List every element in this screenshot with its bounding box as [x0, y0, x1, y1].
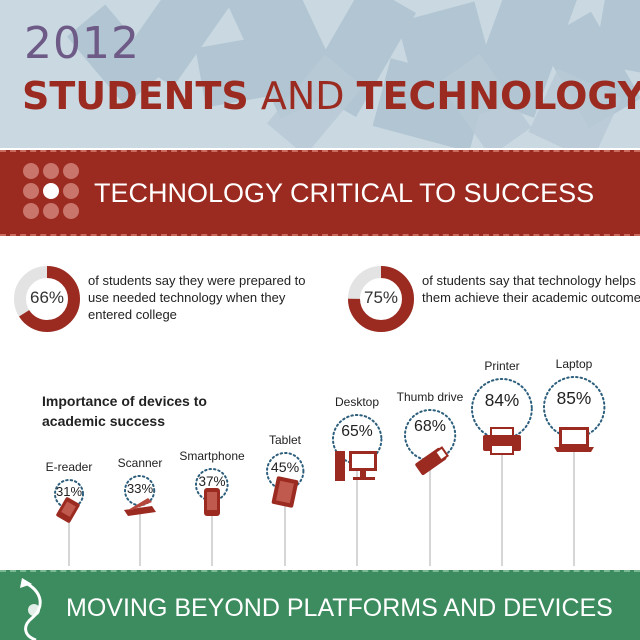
device-percent: 37% — [198, 473, 226, 489]
device-stick — [356, 463, 358, 566]
stat-achieve: 75% of students say that technology help… — [346, 264, 640, 336]
device-percent: 31% — [55, 484, 83, 500]
donut-chart-achieve — [348, 266, 414, 332]
device-label: Thumb drive — [396, 389, 464, 404]
device-percent: 45% — [270, 458, 300, 475]
smartphone-icon — [202, 486, 222, 523]
device-stick — [501, 439, 503, 566]
device-stick — [211, 500, 213, 566]
device-stick — [573, 437, 575, 566]
laptop-icon — [553, 425, 595, 458]
scanner-icon — [122, 494, 158, 525]
stat-percent: 75% — [363, 288, 399, 307]
device-stick — [68, 508, 70, 566]
main-title: STUDENTS AND TECHNOLOGY — [22, 74, 640, 118]
stat-description: of students say that technology helps th… — [422, 273, 640, 305]
section-title-success: TECHNOLOGY CRITICAL TO SUCCESS — [94, 178, 595, 208]
device-label: Scanner — [117, 456, 163, 471]
stat-description: of students say they were prepared to us… — [88, 273, 306, 322]
device-percent: 33% — [126, 480, 154, 496]
device-percent: 68% — [414, 417, 446, 435]
device-label: Printer — [484, 359, 520, 374]
devices-heading: Importance of devices to academic succes… — [42, 393, 207, 429]
device-label: Tablet — [268, 433, 302, 448]
device-label: Laptop — [555, 357, 593, 372]
dot-grid-icon — [23, 163, 79, 219]
year-title: 2012 — [24, 18, 140, 69]
device-percent: 65% — [341, 423, 373, 441]
device-stick — [284, 489, 286, 566]
background-shapes — [66, 0, 640, 148]
stat-prepared: 66% of students say they were prepared t… — [12, 264, 332, 336]
title-students: STUDENTS — [22, 74, 249, 118]
donut-chart-prepared — [14, 266, 80, 332]
section-banner-success: TECHNOLOGY CRITICAL TO SUCCESS — [0, 150, 640, 236]
tablet-icon — [270, 475, 300, 514]
section-banner-platforms: MOVING BEYOND PLATFORMS AND DEVICES — [0, 570, 640, 640]
thumb-drive-icon — [410, 445, 450, 484]
device-stick — [429, 459, 431, 566]
printer-icon — [481, 426, 523, 461]
device-label: Smartphone — [179, 448, 245, 463]
device-percent: 85% — [556, 387, 592, 408]
arrow-curve-icon — [20, 578, 42, 640]
title-and: AND — [248, 74, 357, 118]
section-title-platforms: MOVING BEYOND PLATFORMS AND DEVICES — [66, 594, 613, 622]
title-technology: TECHNOLOGY — [356, 74, 640, 118]
device-label: Desktop — [334, 395, 380, 410]
header-banner: 2012 STUDENTS AND TECHNOLOGY — [0, 0, 640, 148]
device-stick — [139, 505, 141, 566]
ereader-icon — [54, 495, 84, 530]
device-label: E-reader — [45, 460, 93, 474]
device-percent: 84% — [484, 389, 520, 410]
stat-percent: 66% — [29, 288, 65, 307]
desktop-icon — [333, 449, 381, 488]
